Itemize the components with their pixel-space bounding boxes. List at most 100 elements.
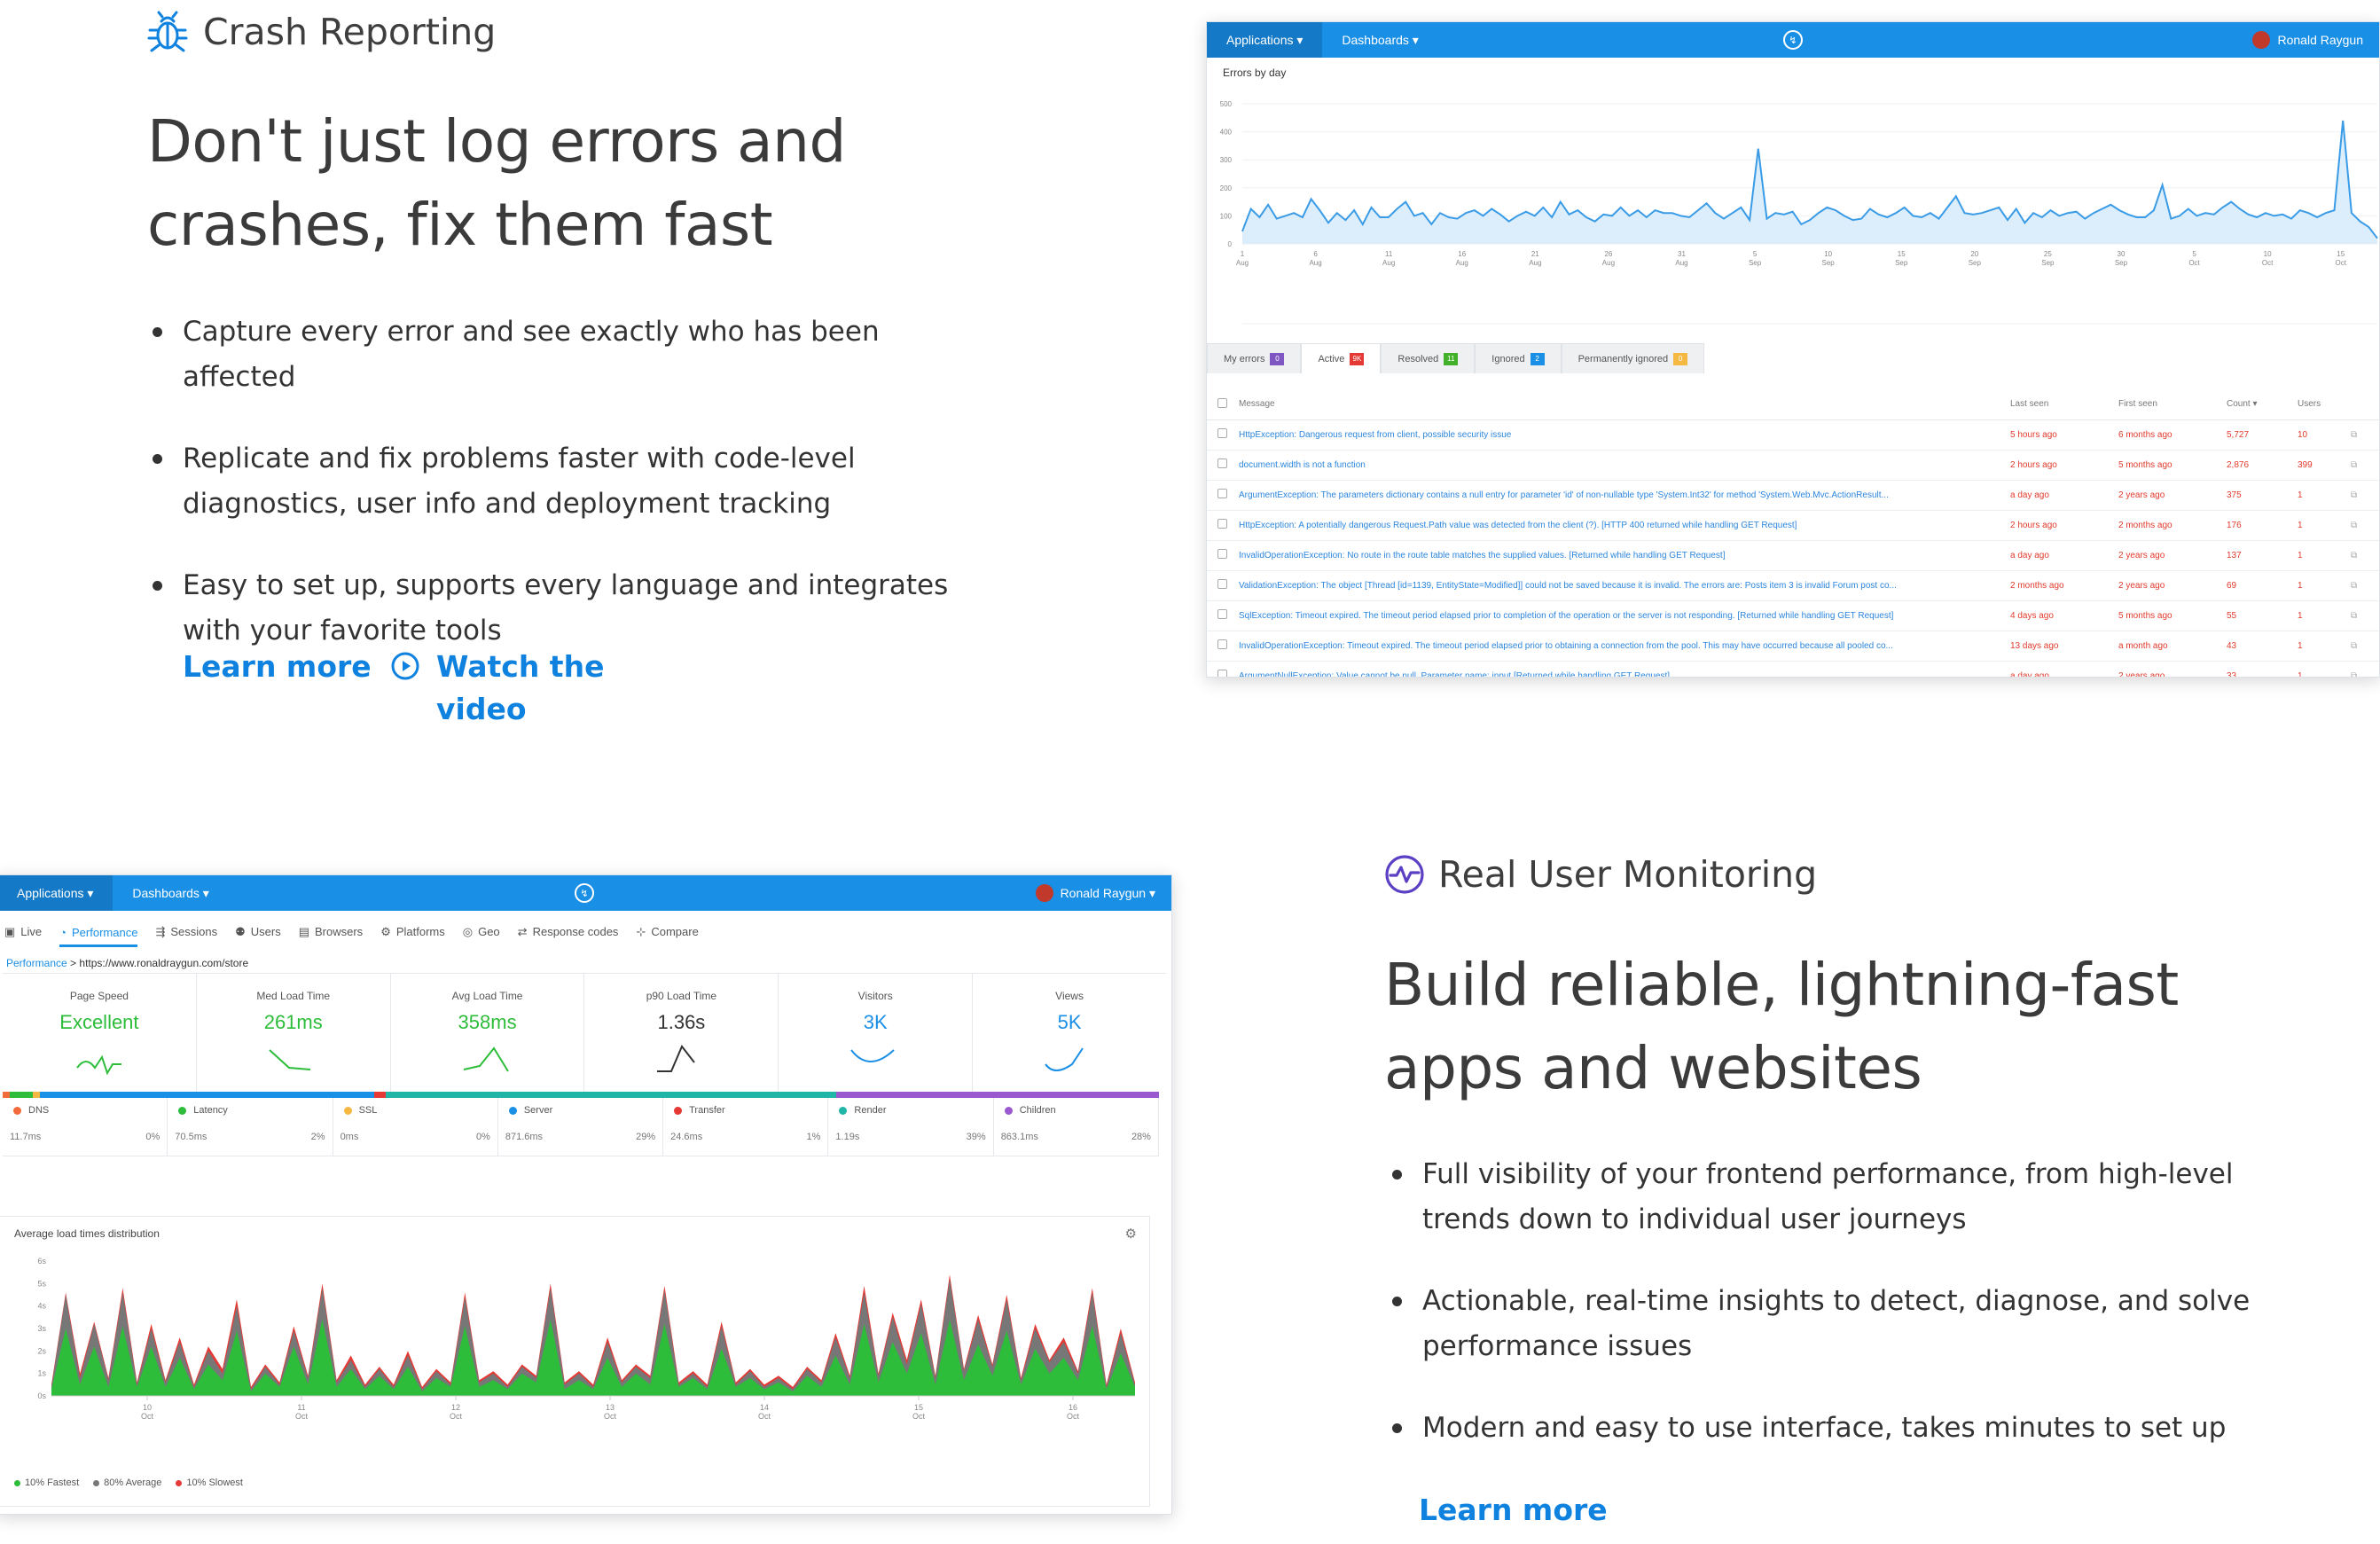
column-message[interactable]: Message [1239, 389, 2010, 420]
metric-card[interactable]: Page Speed Excellent [3, 974, 197, 1092]
row-checkbox[interactable] [1207, 450, 1239, 481]
row-checkbox[interactable] [1207, 631, 1239, 662]
metric-card[interactable]: Views 5K [973, 974, 1166, 1092]
row-checkbox[interactable] [1207, 661, 1239, 677]
row-actions-icon[interactable]: ⧉ [2351, 510, 2379, 541]
applications-menu[interactable]: Applications ▾ [0, 875, 114, 911]
timing-dot [343, 1106, 352, 1115]
error-message-link[interactable]: InvalidOperationException: Timeout expir… [1239, 631, 2010, 662]
row-actions-icon[interactable]: ⧉ [2351, 570, 2379, 601]
x-tick-label: 12 [451, 1403, 460, 1412]
error-message-link[interactable]: ArgumentException: The parameters dictio… [1239, 480, 2010, 511]
tab-ignored[interactable]: Ignored 2 [1475, 343, 1562, 373]
metric-card[interactable]: Visitors 3K [779, 974, 974, 1092]
tab-geo[interactable]: ◎ Geo [463, 925, 500, 939]
timing-name: DNS [8, 1105, 161, 1116]
tab-icon: ⚙ [380, 925, 391, 938]
table-row[interactable]: HttpException: A potentially dangerous R… [1207, 510, 2379, 541]
count-cell: 375 [2227, 480, 2298, 511]
tab-compare[interactable]: ⊹ Compare [636, 925, 698, 939]
tab-active[interactable]: Active 9K [1301, 343, 1382, 373]
error-message-link[interactable]: ArgumentNullException: Value cannot be n… [1239, 661, 2010, 677]
tab-live[interactable]: ▣ Live [4, 925, 42, 939]
raygun-logo-icon: ↯ [575, 883, 594, 903]
row-checkbox[interactable] [1207, 600, 1239, 631]
column-first-seen[interactable]: First seen [2118, 389, 2227, 420]
table-row[interactable]: document.width is not a function 2 hours … [1207, 450, 2379, 481]
table-row[interactable]: ArgumentNullException: Value cannot be n… [1207, 661, 2379, 677]
stack-segment [39, 1092, 375, 1098]
tab-resolved[interactable]: Resolved 11 [1381, 343, 1476, 373]
row-actions-icon[interactable]: ⧉ [2351, 600, 2379, 631]
applications-menu[interactable]: Applications ▾ [1207, 22, 1323, 58]
column-count[interactable]: Count ▾ [2227, 389, 2298, 420]
error-message-link[interactable]: SqlException: Timeout expired. The timeo… [1239, 600, 2010, 631]
error-message-link[interactable]: HttpException: Dangerous request from cl… [1239, 419, 2010, 451]
row-checkbox[interactable] [1207, 419, 1239, 451]
row-checkbox[interactable] [1207, 540, 1239, 571]
gear-icon[interactable]: ⚙ [1124, 1227, 1137, 1242]
tab-permanently-ignored[interactable]: Permanently ignored 0 [1561, 343, 1705, 373]
timing-cell[interactable]: Server 871.6ms 29% [498, 1098, 664, 1156]
table-row[interactable]: ArgumentException: The parameters dictio… [1207, 480, 2379, 511]
row-checkbox[interactable] [1207, 510, 1239, 541]
timing-dot [178, 1106, 187, 1115]
error-message-link[interactable]: ValidationException: The object [Thread … [1239, 570, 2010, 601]
timing-cell[interactable]: Latency 70.5ms 2% [168, 1098, 333, 1156]
timing-cell[interactable]: Children 863.1ms 28% [994, 1098, 1159, 1156]
rum-learn-more-link[interactable]: Learn more [1419, 1493, 1608, 1527]
table-header-row: Message Last seen First seen Count ▾ Use… [1207, 389, 2379, 420]
column-users[interactable]: Users [2298, 389, 2351, 420]
timing-value: 1.19s [835, 1132, 860, 1142]
row-actions-icon[interactable]: ⧉ [2351, 631, 2379, 662]
user-name: Ronald Raygun ▾ [1060, 885, 1155, 900]
row-actions-icon[interactable]: ⧉ [2351, 661, 2379, 677]
dashboards-menu[interactable]: Dashboards ▾ [132, 885, 209, 900]
tab-label: Compare [651, 925, 699, 938]
crash-learn-more-link[interactable]: Learn more [183, 649, 372, 684]
section-label-text: Crash Reporting [203, 11, 497, 53]
watch-video-link[interactable]: Watch the video [390, 646, 612, 731]
row-actions-icon[interactable]: ⧉ [2351, 540, 2379, 571]
x-tick-sub-label: Sep [1822, 259, 1836, 267]
table-row[interactable]: InvalidOperationException: Timeout expir… [1207, 631, 2379, 662]
timing-cell[interactable]: DNS 11.7ms 0% [3, 1098, 168, 1156]
timing-name: Latency [173, 1105, 326, 1116]
breadcrumb-performance-link[interactable]: Performance [6, 957, 67, 969]
tab-sessions[interactable]: ⇶ Sessions [155, 925, 217, 939]
metric-card[interactable]: Med Load Time 261ms [197, 974, 391, 1092]
row-checkbox[interactable] [1207, 570, 1239, 601]
metric-card[interactable]: Avg Load Time 358ms [391, 974, 585, 1092]
y-tick-label: 200 [1220, 184, 1233, 192]
tab-performance[interactable]: ◔ Performance [59, 926, 138, 947]
tab-response-codes[interactable]: ⇄ Response codes [518, 925, 619, 939]
row-actions-icon[interactable]: ⧉ [2351, 480, 2379, 511]
x-tick-sub-label: Oct [2262, 259, 2274, 267]
timing-cell[interactable]: SSL 0ms 0% [333, 1098, 498, 1156]
error-message-link[interactable]: document.width is not a function [1239, 450, 2010, 481]
error-message-link[interactable]: InvalidOperationException: No route in t… [1239, 540, 2010, 571]
tab-platforms[interactable]: ⚙ Platforms [380, 925, 445, 939]
column-last-seen[interactable]: Last seen [2010, 389, 2118, 420]
select-all-checkbox[interactable] [1207, 389, 1239, 420]
row-actions-icon[interactable]: ⧉ [2351, 419, 2379, 451]
error-message-link[interactable]: HttpException: A potentially dangerous R… [1239, 510, 2010, 541]
row-actions-icon[interactable]: ⧉ [2351, 450, 2379, 481]
dashboards-menu[interactable]: Dashboards ▾ [1342, 32, 1419, 47]
timing-cell[interactable]: Transfer 24.6ms 1% [663, 1098, 829, 1156]
breadcrumb-separator: > [70, 957, 80, 969]
tab-browsers[interactable]: ▤ Browsers [299, 925, 363, 939]
table-row[interactable]: ValidationException: The object [Thread … [1207, 570, 2379, 601]
table-row[interactable]: SqlException: Timeout expired. The timeo… [1207, 600, 2379, 631]
timing-cell[interactable]: Render 1.19s 39% [828, 1098, 994, 1156]
user-menu[interactable]: Ronald Raygun [2252, 22, 2363, 58]
user-menu[interactable]: Ronald Raygun ▾ [1035, 875, 1155, 911]
metric-card[interactable]: p90 Load Time 1.36s [584, 974, 779, 1092]
table-row[interactable]: HttpException: Dangerous request from cl… [1207, 419, 2379, 451]
table-row[interactable]: InvalidOperationException: No route in t… [1207, 540, 2379, 571]
row-checkbox[interactable] [1207, 480, 1239, 511]
raygun-logo-icon: ↯ [1783, 30, 1803, 50]
tab-users[interactable]: ⚉ Users [235, 925, 281, 939]
tab-my-errors[interactable]: My errors 0 [1207, 343, 1302, 373]
tab-label: My errors [1224, 353, 1265, 364]
